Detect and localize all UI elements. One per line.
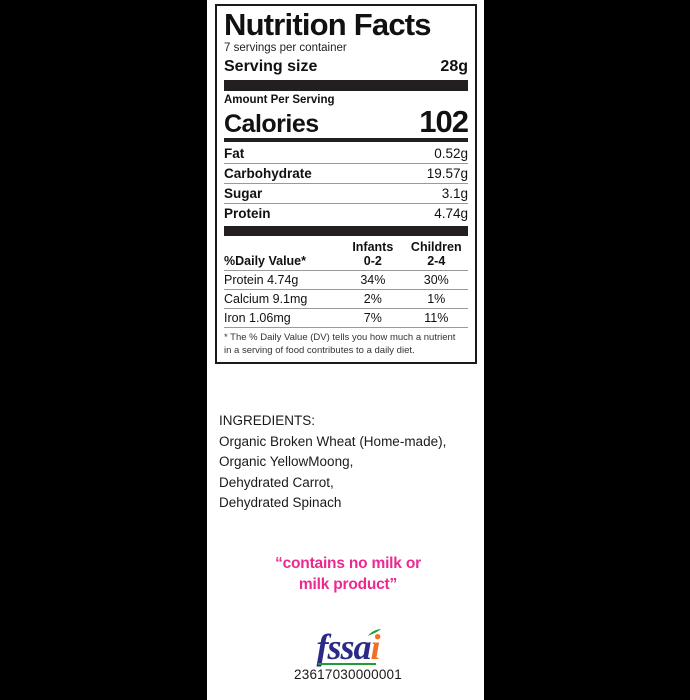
- fssai-license-number: 23617030000001: [294, 667, 402, 682]
- nutrient-name: Fat: [224, 145, 245, 161]
- calories-label: Calories: [224, 109, 319, 138]
- dv-item-name: Calcium 9.1mg: [224, 289, 342, 309]
- daily-value-label: %Daily Value*: [224, 253, 342, 271]
- ingredient-item: Dehydrated Carrot,: [219, 474, 334, 490]
- column-header-children: Children: [410, 239, 462, 254]
- ingredient-item: Organic Broken Wheat (Home-made),: [219, 433, 447, 449]
- daily-value-footnote: * The % Daily Value (DV) tells you how m…: [224, 328, 468, 358]
- nutrient-name: Carbohydrate: [224, 165, 312, 181]
- ingredient-item: Dehydrated Spinach: [219, 495, 342, 510]
- footnote-line-1: * The % Daily Value (DV) tells you how m…: [224, 331, 456, 343]
- daily-value-header-bottom: %Daily Value* 0-2 2-4: [224, 253, 468, 271]
- fssai-underline: [318, 663, 376, 665]
- nutrition-facts-title: Nutrition Facts: [224, 7, 432, 42]
- column-header-infants-range: 0-2: [341, 253, 405, 271]
- table-row: Protein 4.74g 34% 30%: [224, 270, 468, 290]
- divider-medium-calories: [224, 137, 468, 142]
- nutrient-value: 0.52g: [434, 145, 468, 161]
- dv-children-value: 1%: [404, 289, 468, 309]
- column-header-infants: Infants: [352, 239, 394, 254]
- dv-infants-value: 34%: [341, 270, 405, 290]
- table-row: Protein 4.74g: [224, 204, 468, 223]
- nutrient-value: 4.74g: [434, 205, 468, 221]
- ingredients-heading: INGREDIENTS:: [219, 413, 316, 428]
- table-row: Sugar 3.1g: [224, 184, 468, 204]
- table-row: Fat 0.52g: [224, 144, 468, 164]
- header-blank: [224, 240, 341, 254]
- dv-children-value: 30%: [404, 270, 468, 290]
- nutrient-name: Protein: [224, 205, 271, 221]
- calories-value: 102: [419, 103, 469, 139]
- fssai-section: fssai 23617030000001: [219, 626, 477, 682]
- serving-size-row: Serving size 28g: [224, 57, 468, 78]
- calories-row: Calories 102: [224, 103, 469, 139]
- milk-free-claim: “contains no milk or milk product”: [219, 553, 477, 595]
- serving-size-label: Serving size: [224, 57, 318, 75]
- fssai-logo-text-accent: i: [370, 627, 381, 667]
- milk-claim-line-2: milk product”: [298, 576, 398, 593]
- table-row: Calcium 9.1mg 2% 1%: [224, 289, 468, 309]
- divider-thick-top: [224, 79, 468, 91]
- leaf-icon: [367, 629, 381, 636]
- servings-per-container: 7 servings per container: [224, 42, 347, 55]
- milk-claim-line-1: “contains no milk or: [275, 555, 421, 572]
- nutrient-name: Sugar: [224, 185, 263, 201]
- table-row: Iron 1.06mg 7% 11%: [224, 308, 468, 328]
- nutrition-facts-panel: Nutrition Facts 7 servings per container…: [215, 4, 477, 365]
- ingredients-section: INGREDIENTS: Organic Broken Wheat (Home-…: [219, 411, 479, 514]
- fssai-logo-text-primary: fssa: [316, 627, 371, 667]
- fssai-logo: fssai: [316, 626, 381, 668]
- serving-size-value: 28g: [440, 57, 468, 75]
- dv-item-name: Protein 4.74g: [224, 270, 342, 290]
- dv-infants-value: 7%: [341, 308, 405, 328]
- column-header-children-range: 2-4: [404, 253, 468, 271]
- nutrient-value: 19.57g: [426, 165, 468, 181]
- fssai-logo-text: fssai: [316, 627, 381, 667]
- daily-value-table: Infants Children %Daily Value* 0-2 2-4 P…: [224, 240, 468, 328]
- daily-value-header-top: Infants Children: [224, 240, 468, 254]
- product-label-card: Nutrition Facts 7 servings per container…: [207, 0, 484, 700]
- footnote-line-2: in a serving of food contributes to a da…: [224, 344, 415, 356]
- nutrient-value: 3.1g: [441, 185, 468, 201]
- amount-per-serving-label: Amount Per Serving: [224, 93, 335, 106]
- dv-infants-value: 2%: [341, 289, 405, 309]
- ingredient-item: Organic YellowMoong,: [219, 454, 354, 469]
- divider-thick-bottom: [224, 225, 468, 236]
- dv-children-value: 11%: [404, 308, 468, 328]
- table-row: Carbohydrate 19.57g: [224, 164, 468, 184]
- dv-item-name: Iron 1.06mg: [224, 308, 342, 328]
